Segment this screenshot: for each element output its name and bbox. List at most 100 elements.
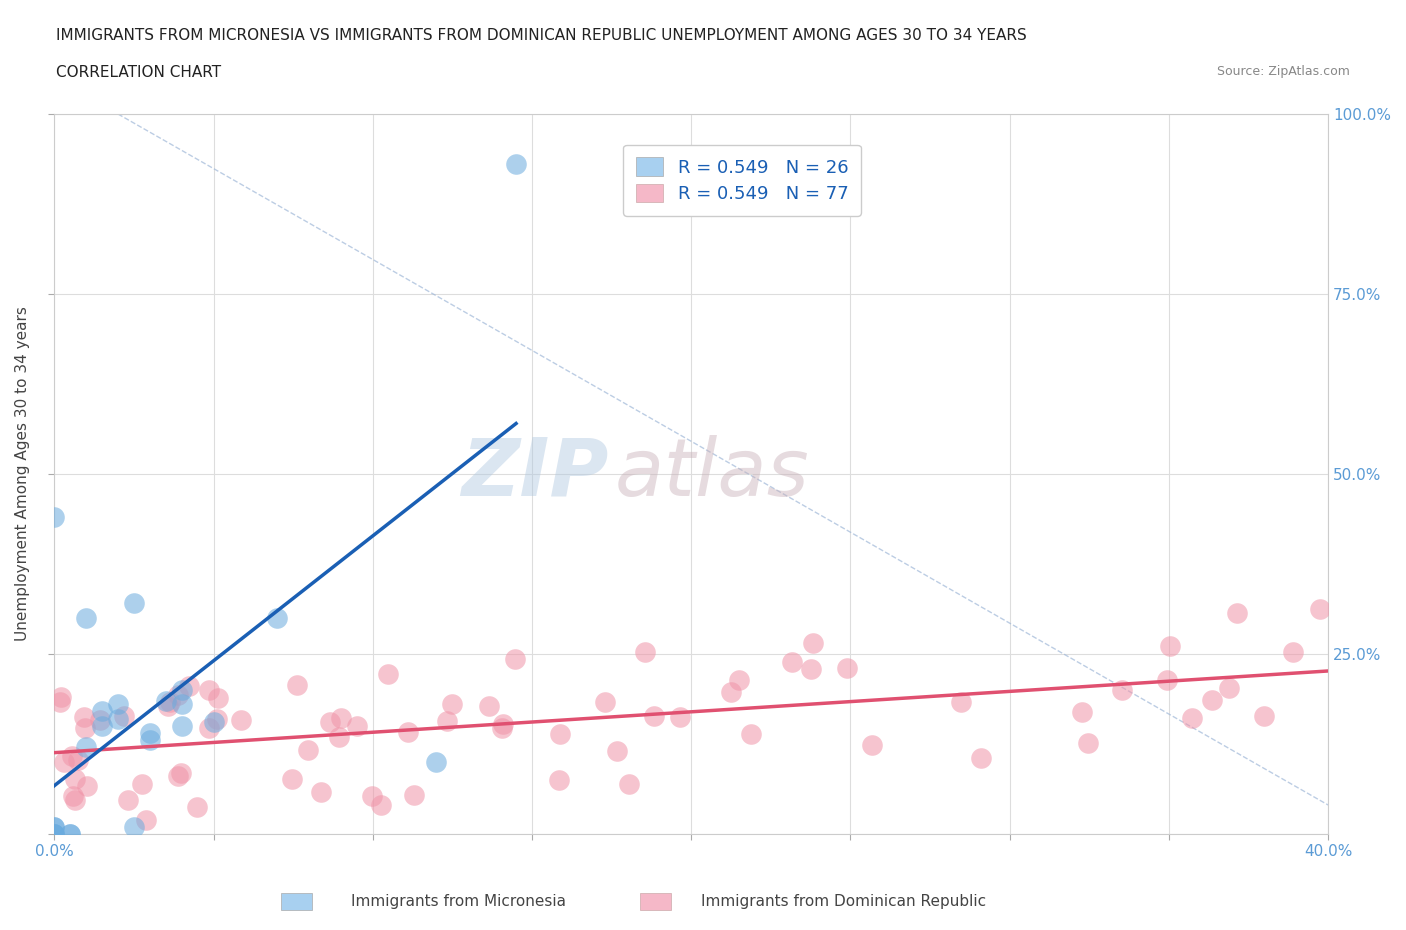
Point xyxy=(170,683,193,698)
Point xyxy=(436,713,458,728)
Point xyxy=(76,778,98,793)
Point xyxy=(281,771,304,786)
Point xyxy=(1218,681,1240,696)
Point xyxy=(67,752,90,767)
Point xyxy=(593,694,616,709)
Point xyxy=(740,726,762,741)
Point xyxy=(1281,644,1303,659)
Point xyxy=(970,751,993,765)
Point xyxy=(800,661,823,676)
Point xyxy=(44,827,66,842)
Point xyxy=(1253,708,1275,723)
Point xyxy=(1201,693,1223,708)
Point xyxy=(207,690,229,705)
Point xyxy=(112,709,135,724)
Point xyxy=(285,678,308,693)
Legend: R = 0.549   N = 26, R = 0.549   N = 77: R = 0.549 N = 26, R = 0.549 N = 77 xyxy=(623,145,860,216)
Point xyxy=(297,742,319,757)
Point xyxy=(503,652,526,667)
Point xyxy=(505,157,527,172)
Point xyxy=(170,697,193,711)
Text: IMMIGRANTS FROM MICRONESIA VS IMMIGRANTS FROM DOMINICAN REPUBLIC UNEMPLOYMENT AM: IMMIGRANTS FROM MICRONESIA VS IMMIGRANTS… xyxy=(56,28,1026,43)
Point xyxy=(330,711,353,725)
Point xyxy=(62,789,84,804)
Point xyxy=(59,827,82,842)
Point xyxy=(91,704,114,719)
Point xyxy=(198,683,221,698)
Point xyxy=(167,768,190,783)
Point xyxy=(441,697,464,711)
Point xyxy=(1111,683,1133,698)
Point xyxy=(170,765,193,780)
Point xyxy=(478,698,501,713)
Point xyxy=(634,644,657,659)
Point xyxy=(166,687,188,702)
Point xyxy=(53,754,76,769)
Point xyxy=(202,715,225,730)
Point xyxy=(1226,605,1249,620)
Point xyxy=(803,635,825,650)
Point xyxy=(547,773,569,788)
Point xyxy=(1077,736,1099,751)
Point xyxy=(107,711,129,726)
Point xyxy=(60,748,83,763)
Point xyxy=(1181,711,1204,725)
Point xyxy=(1159,638,1181,653)
Point xyxy=(179,679,201,694)
Point xyxy=(1156,673,1178,688)
Point xyxy=(135,813,157,828)
Point xyxy=(73,720,96,735)
Point xyxy=(370,798,392,813)
Point xyxy=(91,718,114,733)
Point xyxy=(122,596,145,611)
Point xyxy=(63,772,86,787)
Point xyxy=(155,693,177,708)
Point xyxy=(311,785,333,800)
Point xyxy=(63,792,86,807)
Point xyxy=(950,695,973,710)
Text: atlas: atlas xyxy=(614,435,810,512)
Point xyxy=(44,827,66,842)
Point xyxy=(139,733,162,748)
Point xyxy=(728,672,751,687)
Point xyxy=(402,788,425,803)
Point xyxy=(44,819,66,834)
Point xyxy=(491,721,513,736)
Point xyxy=(170,718,193,733)
Point xyxy=(668,710,690,724)
Text: Immigrants from Dominican Republic: Immigrants from Dominican Republic xyxy=(702,894,986,909)
Point xyxy=(44,819,66,834)
Point xyxy=(492,717,515,732)
Point xyxy=(159,695,181,710)
Point xyxy=(319,714,342,729)
Point xyxy=(606,744,628,759)
Point xyxy=(139,725,162,740)
Point xyxy=(550,726,572,741)
Point xyxy=(44,510,66,525)
Y-axis label: Unemployment Among Ages 30 to 34 years: Unemployment Among Ages 30 to 34 years xyxy=(15,307,30,642)
Point xyxy=(860,737,883,752)
Point xyxy=(73,710,96,724)
Point xyxy=(156,698,179,713)
Point xyxy=(186,800,208,815)
Text: CORRELATION CHART: CORRELATION CHART xyxy=(56,65,221,80)
Point xyxy=(643,709,665,724)
Point xyxy=(266,610,288,625)
Point xyxy=(197,721,219,736)
Point xyxy=(89,712,111,727)
Point xyxy=(780,655,803,670)
Text: ZIP: ZIP xyxy=(461,435,609,512)
Point xyxy=(1309,602,1331,617)
Point xyxy=(346,719,368,734)
Point xyxy=(1070,705,1092,720)
Point xyxy=(122,819,145,834)
Point xyxy=(617,777,640,791)
Point xyxy=(328,729,350,744)
Point xyxy=(49,690,72,705)
Point xyxy=(44,827,66,842)
Text: Immigrants from Micronesia: Immigrants from Micronesia xyxy=(352,894,565,909)
Point xyxy=(59,827,82,842)
Point xyxy=(49,694,72,709)
Point xyxy=(117,792,139,807)
Point xyxy=(720,684,742,699)
